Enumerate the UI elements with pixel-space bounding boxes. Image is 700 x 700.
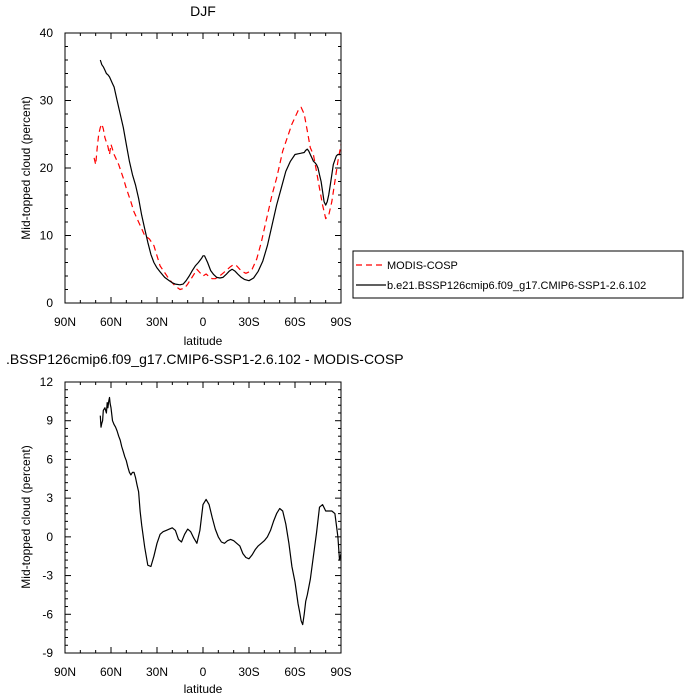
y-tick-label: 30 [40, 94, 54, 108]
x-tick-label: 60N [100, 665, 122, 679]
series-line-modis [93, 106, 342, 291]
y-tick-label: 12 [40, 375, 54, 389]
bottom-chart-y-ticks: -9 -6 -3 0 3 6 9 12 [40, 375, 341, 660]
x-tick-label: 90S [330, 665, 351, 679]
x-tick-label: 30N [146, 315, 168, 329]
top-chart-x-ticks: 90N 60N 30N 0 30S 60S 90S [54, 33, 352, 329]
x-tick-label: 30S [238, 315, 259, 329]
top-chart-xlabel: latitude [184, 334, 223, 348]
x-tick-label: 90N [54, 315, 76, 329]
bottom-chart-title: .BSSP126cmip6.f09_g17.CMIP6-SSP1-2.6.102… [6, 351, 404, 367]
bottom-chart-series [99, 396, 342, 626]
x-tick-label: 60S [284, 315, 305, 329]
y-tick-label: -9 [42, 646, 53, 660]
top-chart-title: DJF [190, 3, 216, 19]
legend: MODIS-COSP b.e21.BSSP126cmip6.f09_g17.CM… [352, 250, 684, 299]
bottom-chart-frame [64, 381, 342, 654]
top-chart-frame [64, 32, 342, 304]
x-tick-label: 30S [238, 665, 259, 679]
y-tick-label: 3 [46, 491, 53, 505]
top-chart-panel: DJF Mid-topped cloud (percent) latitude … [19, 3, 352, 348]
y-tick-label: 0 [46, 296, 53, 310]
bottom-chart-panel: .BSSP126cmip6.f09_g17.CMIP6-SSP1-2.6.102… [6, 351, 404, 696]
bottom-chart-x-ticks: 90N 60N 30N 0 30S 60S 90S [54, 382, 352, 679]
difference-line [99, 396, 342, 626]
y-tick-label: -6 [42, 607, 53, 621]
top-chart-series [93, 59, 342, 291]
bottom-chart-xlabel: latitude [184, 682, 223, 696]
x-tick-label: 90N [54, 665, 76, 679]
top-chart-ylabel: Mid-topped cloud (percent) [19, 96, 33, 239]
y-tick-label: 10 [40, 229, 54, 243]
series-line-model [99, 59, 341, 286]
y-tick-label: 20 [40, 161, 54, 175]
legend-label-modis: MODIS-COSP [387, 260, 458, 272]
y-tick-label: -3 [42, 569, 53, 583]
x-tick-label: 0 [200, 315, 207, 329]
top-chart-y-ticks: 0 10 20 30 40 [40, 26, 341, 310]
x-tick-label: 60N [100, 315, 122, 329]
y-tick-label: 0 [46, 530, 53, 544]
x-tick-label: 60S [284, 665, 305, 679]
legend-box [352, 250, 684, 299]
y-tick-label: 6 [46, 452, 53, 466]
y-tick-label: 9 [46, 414, 53, 428]
legend-label-model: b.e21.BSSP126cmip6.f09_g17.CMIP6-SSP1-2.… [387, 280, 646, 292]
bottom-chart-ylabel: Mid-topped cloud (percent) [19, 445, 33, 588]
x-tick-label: 30N [146, 665, 168, 679]
x-tick-label: 90S [330, 315, 351, 329]
x-tick-label: 0 [200, 665, 207, 679]
y-tick-label: 40 [40, 26, 54, 40]
